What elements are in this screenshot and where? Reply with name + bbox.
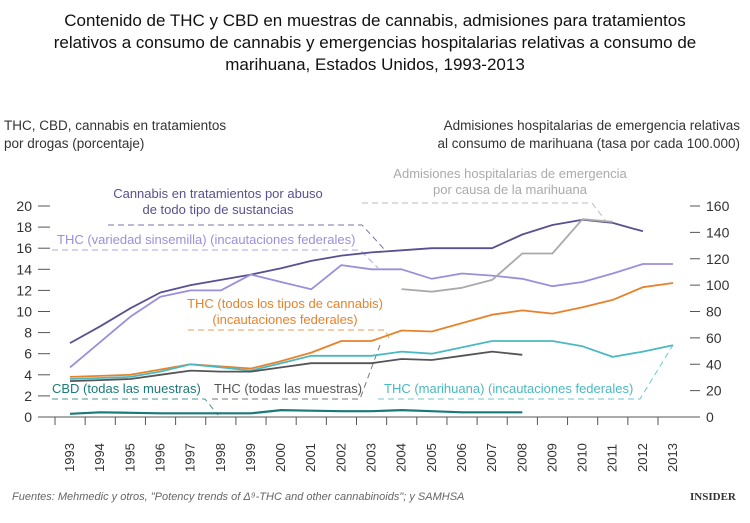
series-line-emergency-admissions <box>401 218 613 293</box>
left-tick-label: 4 <box>24 367 32 383</box>
right-tick-label: 100 <box>706 277 730 293</box>
left-axis-title-line-2: por drogas (porcentaje) <box>4 136 144 151</box>
x-tick-label: 1997 <box>183 443 198 472</box>
series-line-thc-marijuana <box>69 340 674 380</box>
x-tick-label: 2003 <box>364 443 379 472</box>
x-tick-label: 2007 <box>484 443 499 472</box>
chart-title-line-1: Contenido de THC y CBD en muestras de ca… <box>64 11 685 30</box>
left-tick-label: 0 <box>24 409 32 425</box>
left-tick-label: 8 <box>24 325 32 341</box>
right-axis-title-line-2: al consumo de marihuana (tasa por cada 1… <box>438 136 740 151</box>
series-line-treatment-admissions <box>69 218 644 344</box>
x-tick-label: 2011 <box>605 444 620 472</box>
right-tick-label: 80 <box>706 304 722 320</box>
left-tick-label: 18 <box>16 219 32 235</box>
series-line-cbd-all-samples <box>69 409 523 415</box>
series-label-thc-all-cannabis: (incautaciones federales) <box>212 312 357 327</box>
series-line-thc-all-cannabis <box>69 282 674 378</box>
right-tick-label: 40 <box>706 356 722 372</box>
x-tick-label: 2004 <box>394 443 409 472</box>
x-tick-label: 1995 <box>122 443 137 472</box>
left-tick-label: 14 <box>16 261 32 277</box>
left-tick-label: 2 <box>24 388 32 404</box>
series-label-emergency-admissions: Admisiones hospitalarias de emergencia <box>393 166 627 181</box>
right-tick-label: 140 <box>706 224 730 240</box>
left-tick-label: 10 <box>16 304 32 320</box>
right-tick-label: 60 <box>706 330 722 346</box>
right-tick-label: 0 <box>706 409 714 425</box>
series-lines <box>69 218 674 415</box>
x-tick-label: 2012 <box>635 443 650 472</box>
x-tick-label: 2001 <box>303 443 318 472</box>
x-tick-label: 2010 <box>575 443 590 472</box>
x-tick-label: 1993 <box>62 443 77 472</box>
x-tick-label: 1994 <box>92 443 107 472</box>
series-label-treatment-admissions: Cannabis en tratamientos por abuso <box>113 186 323 201</box>
left-tick-label: 16 <box>16 240 32 256</box>
leader-line-cbd-all-samples <box>52 398 219 416</box>
x-tick-label: 2013 <box>665 443 680 472</box>
series-label-thc-sinsemilla: THC (variedad sinsemilla) (incautaciones… <box>57 232 355 247</box>
chart-title-line-3: marihuana, Estados Unidos, 1993-2013 <box>225 55 525 74</box>
leader-line-thc-all-cannabis <box>188 329 391 341</box>
left-tick-label: 20 <box>16 198 32 214</box>
source-note: Fuentes: Mehmedic y otros, "Potency tren… <box>12 491 464 503</box>
series-label-cbd-all-samples: CBD (todas las muestras) <box>52 381 201 396</box>
series-label-emergency-admissions: por causa de la marihuana <box>433 182 588 197</box>
right-tick-label: 20 <box>706 383 722 399</box>
x-tick-label: 1996 <box>152 443 167 472</box>
insider-logo: INSIDER <box>690 491 737 503</box>
chart-title-line-2: relativos a consumo de cannabis y emerge… <box>54 33 697 52</box>
leader-line-treatment-admissions <box>108 224 386 251</box>
left-tick-label: 12 <box>16 282 32 298</box>
leader-line-emergency-admissions <box>362 202 606 221</box>
right-tick-label: 160 <box>706 198 730 214</box>
x-tick-label: 1998 <box>213 443 228 472</box>
series-label-thc-marijuana: THC (marihuana) (incautaciones federales… <box>384 381 633 396</box>
right-axis-title-line-1: Admisiones hospitalarias de emergencia r… <box>444 118 741 133</box>
leader-line-thc-marijuana <box>378 344 674 400</box>
x-tick-label: 2005 <box>424 443 439 472</box>
x-tick-label: 2008 <box>514 443 529 472</box>
leader-line-thc-sinsemilla <box>52 249 379 269</box>
series-line-thc-all-samples <box>69 350 523 382</box>
left-axis-title-line-1: THC, CBD, cannabis en tratamientos <box>4 118 226 133</box>
series-label-thc-all-cannabis: THC (todos los tipos de cannabis) <box>187 296 383 311</box>
x-tick-label: 2009 <box>544 443 559 472</box>
x-tick-label: 2002 <box>333 443 348 472</box>
series-label-thc-all-samples: THC (todas las muestras) <box>214 381 362 396</box>
x-tick-label: 1999 <box>243 443 258 472</box>
left-tick-label: 6 <box>24 346 32 362</box>
series-label-treatment-admissions: de todo tipo de sustancias <box>142 202 294 217</box>
series-line-thc-sinsemilla <box>69 263 673 369</box>
axes: 0246810121416182002040608010012014016019… <box>16 198 729 472</box>
x-tick-label: 2000 <box>273 443 288 472</box>
right-tick-label: 120 <box>706 251 730 267</box>
x-tick-label: 2006 <box>454 443 469 472</box>
annotation-leaders <box>52 202 674 416</box>
